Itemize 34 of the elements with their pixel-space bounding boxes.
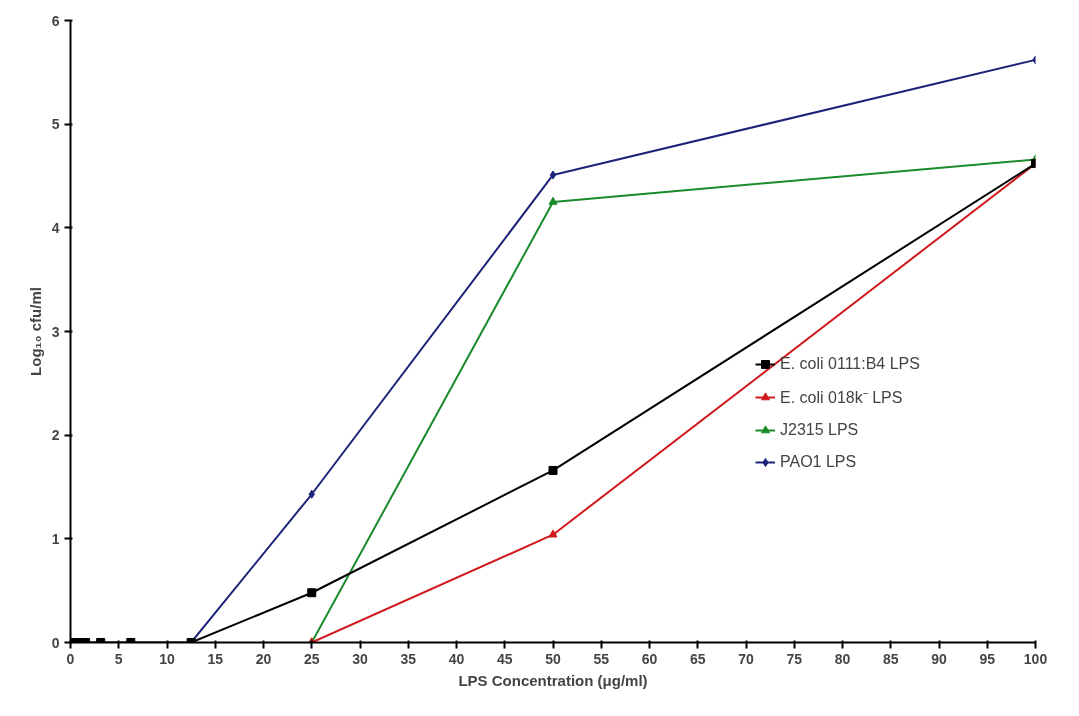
x-tick-label: 35 xyxy=(400,650,417,667)
y-tick-label: 2 xyxy=(51,427,60,444)
x-tick-label: 5 xyxy=(114,650,123,667)
x-tick-label: 75 xyxy=(786,650,803,667)
y-tick-label: 1 xyxy=(51,530,60,547)
y-tick-label: 0 xyxy=(51,634,60,651)
x-tick-label: 10 xyxy=(159,650,175,667)
x-tick-label: 40 xyxy=(448,650,465,667)
x-tick-label: 25 xyxy=(303,650,320,667)
x-tick-label: 20 xyxy=(255,650,272,667)
x-tick-label: 55 xyxy=(593,650,610,667)
x-tick-label: 15 xyxy=(207,650,224,667)
x-tick-label: 100 xyxy=(1023,650,1048,667)
legend-label: J2315 LPS xyxy=(780,421,859,439)
x-tick-label: 85 xyxy=(882,650,899,667)
y-axis-title: Log₁₀ cfu/ml xyxy=(26,287,44,376)
x-axis-title: LPS Concentration (μg/ml) xyxy=(458,671,648,689)
legend-label: PAO1 LPS xyxy=(780,453,857,471)
y-tick-label: 6 xyxy=(51,12,60,29)
legend-label: E. coli 0111:B4 LPS xyxy=(780,355,920,373)
x-tick-label: 30 xyxy=(352,650,368,667)
x-tick-label: 90 xyxy=(931,650,947,667)
x-tick-label: 60 xyxy=(641,650,658,667)
x-tick-label: 0 xyxy=(66,650,75,667)
x-tick-label: 65 xyxy=(689,650,706,667)
x-tick-label: 80 xyxy=(834,650,851,667)
y-tick-label: 5 xyxy=(51,116,60,133)
x-tick-label: 70 xyxy=(738,650,754,667)
x-tick-label: 45 xyxy=(496,650,513,667)
y-tick-label: 3 xyxy=(51,323,60,340)
y-tick-label: 4 xyxy=(51,219,60,236)
x-tick-label: 50 xyxy=(545,650,561,667)
x-tick-label: 95 xyxy=(979,650,996,667)
legend-label: E. coli 018k⁻ LPS xyxy=(780,388,903,408)
